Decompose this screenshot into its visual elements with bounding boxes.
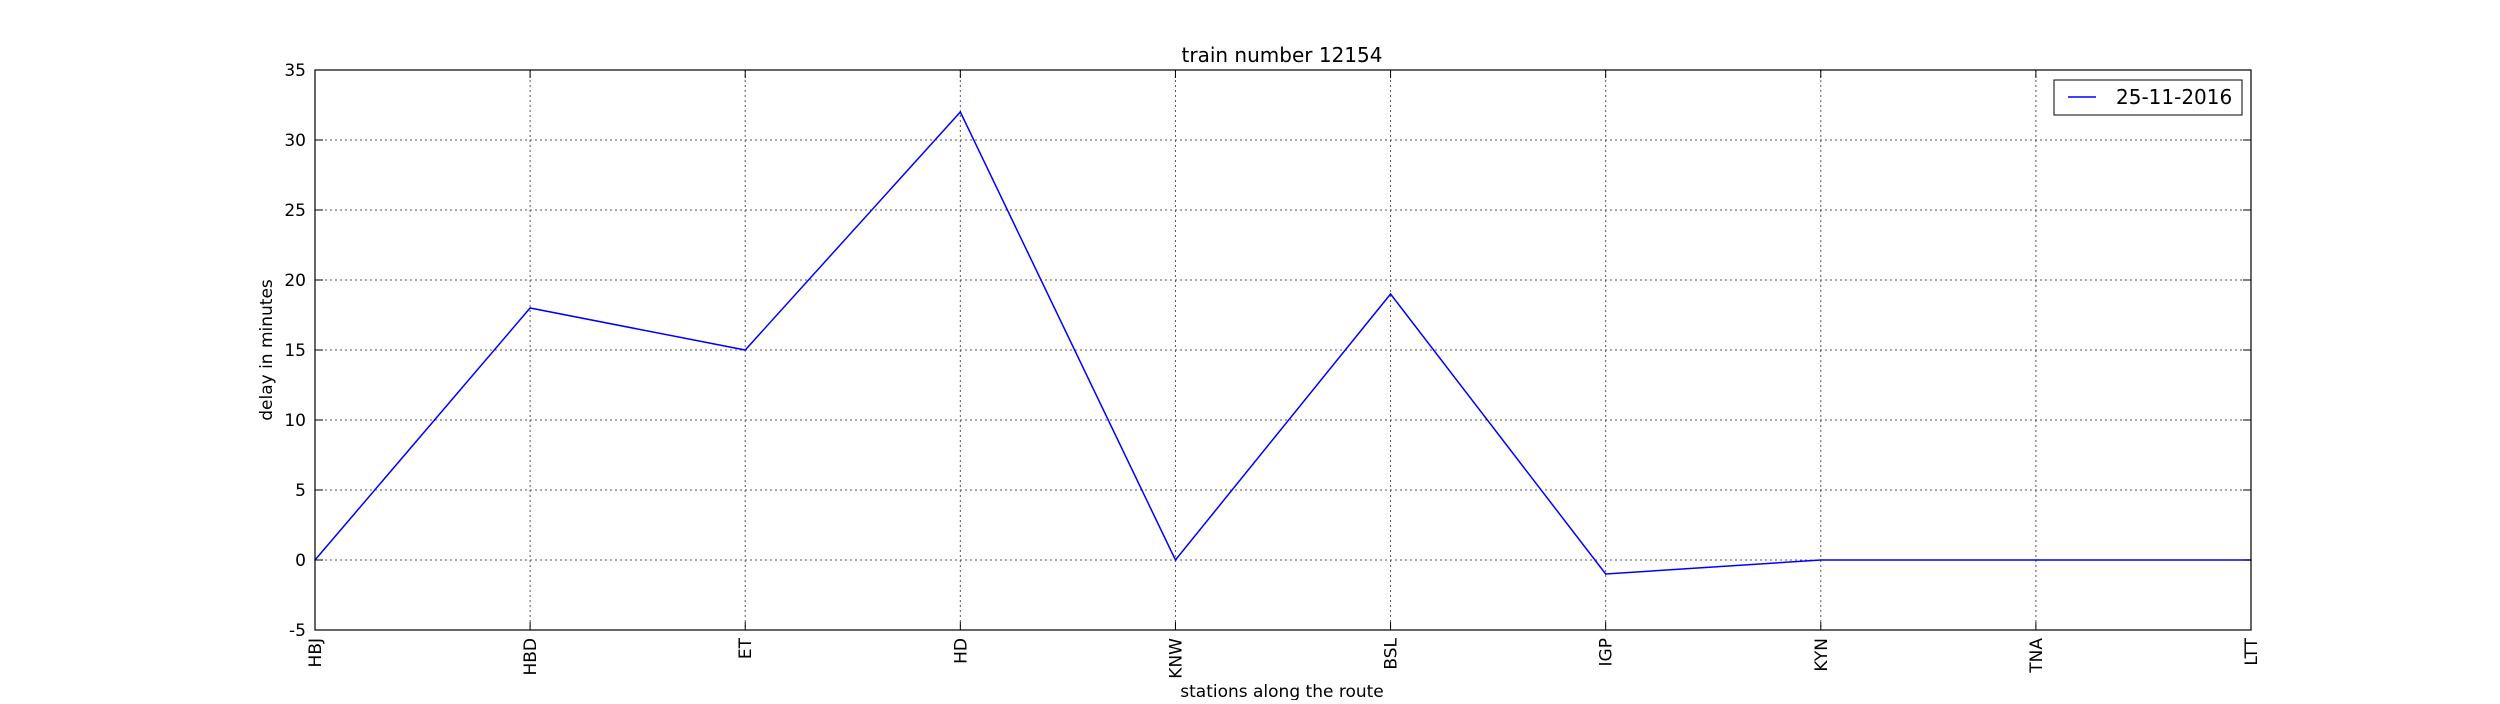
x-tick-label: HD xyxy=(951,638,971,664)
y-tick-label: 0 xyxy=(295,551,306,571)
data-point xyxy=(1174,559,1177,561)
x-tick-label: ET xyxy=(736,637,756,659)
x-tick-label: TNA xyxy=(2027,638,2047,674)
data-point xyxy=(744,349,747,351)
data-point xyxy=(1389,293,1392,295)
x-tick-label: HBJ xyxy=(306,638,326,667)
y-tick-label: 25 xyxy=(284,201,306,221)
x-tick-label: KNW xyxy=(1166,638,1186,679)
data-point xyxy=(529,307,531,309)
y-tick-label: 5 xyxy=(295,481,306,501)
y-axis-ticks: -5 0 5 10 15 20 25 30 35 xyxy=(284,61,2251,641)
legend: 25-11-2016 xyxy=(2053,79,2243,116)
x-tick-label: BSL xyxy=(1382,637,1402,669)
legend-label: 25-11-2016 xyxy=(2116,85,2232,109)
y-tick-label: 15 xyxy=(284,341,306,361)
x-tick-label: LTT xyxy=(2242,637,2262,665)
data-point xyxy=(959,111,962,113)
y-tick-label: 30 xyxy=(284,131,306,151)
series-line xyxy=(314,110,2251,575)
data-point xyxy=(2035,559,2037,561)
y-axis-label: delay in minutes xyxy=(257,279,277,421)
y-tick-label: 10 xyxy=(284,411,306,431)
chart-title: train number 12154 xyxy=(1182,43,1383,67)
x-tick-label: IGP xyxy=(1597,638,1617,666)
grid-layer xyxy=(315,70,2251,630)
x-axis-ticks: HBJ HBD ET HD KNW BSL IGP KYN TNA LTT xyxy=(306,70,2262,679)
data-point xyxy=(1819,559,1822,561)
y-tick-label: -5 xyxy=(289,621,306,641)
x-axis-label: stations along the route xyxy=(1180,682,1384,700)
y-tick-label: 35 xyxy=(284,61,306,81)
x-tick-label: HBD xyxy=(521,638,541,676)
x-tick-label: KYN xyxy=(1812,638,1832,672)
y-tick-label: 20 xyxy=(284,271,306,291)
series-layer xyxy=(314,110,2252,575)
data-point xyxy=(1604,573,1607,575)
